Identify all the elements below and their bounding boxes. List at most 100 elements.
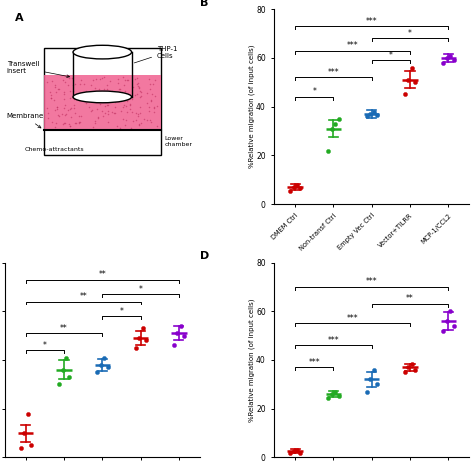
Point bbox=[114, 91, 121, 98]
Text: *: * bbox=[139, 285, 143, 294]
Point bbox=[125, 76, 132, 84]
Point bbox=[78, 76, 85, 84]
Point bbox=[69, 93, 76, 100]
Point bbox=[75, 113, 83, 120]
Point bbox=[335, 393, 343, 400]
Point bbox=[54, 103, 61, 110]
Point bbox=[92, 75, 100, 83]
Point bbox=[78, 97, 86, 104]
Point bbox=[96, 101, 103, 108]
Point bbox=[118, 88, 126, 95]
Point bbox=[100, 88, 107, 95]
Point bbox=[134, 110, 141, 117]
Point bbox=[71, 119, 79, 127]
Point bbox=[83, 97, 91, 105]
Point bbox=[146, 80, 154, 87]
Point bbox=[47, 94, 55, 102]
Point bbox=[68, 113, 75, 121]
Point bbox=[135, 334, 143, 342]
Bar bbox=[44, 48, 161, 155]
Point bbox=[181, 332, 188, 339]
Y-axis label: %Relative migration (of input cells): %Relative migration (of input cells) bbox=[248, 45, 255, 169]
Point bbox=[97, 361, 105, 369]
Point bbox=[128, 95, 136, 102]
Point bbox=[129, 117, 137, 125]
Point bbox=[119, 116, 127, 123]
Point bbox=[24, 410, 31, 417]
Text: ***: *** bbox=[366, 17, 377, 26]
Point bbox=[145, 103, 153, 111]
Point bbox=[54, 103, 61, 111]
Point bbox=[150, 103, 158, 110]
Point bbox=[135, 120, 143, 127]
Point bbox=[136, 87, 144, 95]
Point bbox=[297, 449, 304, 456]
Point bbox=[75, 119, 83, 127]
Point bbox=[135, 84, 143, 91]
Point bbox=[55, 112, 63, 119]
Point bbox=[126, 105, 133, 113]
Point bbox=[101, 109, 109, 117]
Point bbox=[134, 79, 142, 87]
Point bbox=[135, 85, 142, 92]
Point bbox=[293, 181, 301, 188]
Point bbox=[52, 88, 60, 95]
Point bbox=[66, 105, 74, 112]
Point bbox=[150, 108, 158, 116]
Point bbox=[439, 327, 447, 334]
Point bbox=[61, 90, 68, 97]
Point bbox=[117, 97, 125, 105]
Point bbox=[66, 94, 74, 102]
Point bbox=[136, 109, 143, 116]
Point bbox=[82, 87, 90, 94]
Point bbox=[286, 450, 294, 457]
Point bbox=[70, 96, 78, 103]
Point bbox=[104, 108, 111, 115]
Ellipse shape bbox=[73, 91, 132, 103]
Point bbox=[450, 57, 457, 64]
Point bbox=[328, 390, 336, 398]
Point bbox=[110, 95, 118, 102]
Point bbox=[53, 119, 60, 126]
Text: **: ** bbox=[99, 270, 106, 279]
Point bbox=[137, 89, 145, 96]
Point bbox=[100, 85, 108, 93]
Point bbox=[143, 89, 151, 97]
Point bbox=[89, 76, 97, 83]
Point bbox=[59, 120, 66, 128]
Point bbox=[46, 88, 54, 95]
Point bbox=[114, 75, 122, 83]
Point bbox=[108, 87, 115, 95]
Point bbox=[286, 187, 294, 195]
Point bbox=[66, 122, 74, 130]
Point bbox=[95, 97, 102, 104]
Point bbox=[94, 115, 102, 122]
Point bbox=[58, 110, 65, 118]
Point bbox=[89, 97, 97, 104]
Point bbox=[121, 76, 129, 84]
Text: *: * bbox=[389, 51, 393, 60]
Point bbox=[77, 113, 84, 120]
Point bbox=[370, 108, 377, 115]
Point bbox=[87, 95, 95, 103]
Point bbox=[126, 101, 134, 109]
Point bbox=[121, 90, 128, 97]
Point bbox=[62, 78, 69, 85]
Point bbox=[128, 124, 135, 132]
Point bbox=[100, 113, 107, 120]
Point bbox=[128, 108, 136, 116]
Point bbox=[152, 92, 159, 99]
Point bbox=[331, 120, 339, 128]
Point bbox=[93, 368, 101, 376]
Point bbox=[111, 88, 119, 96]
Ellipse shape bbox=[73, 45, 132, 59]
Point bbox=[122, 94, 129, 102]
Point bbox=[55, 381, 63, 388]
Point bbox=[135, 122, 143, 129]
Point bbox=[52, 81, 59, 88]
Point bbox=[114, 89, 122, 96]
Point bbox=[75, 118, 83, 125]
Point bbox=[101, 97, 109, 105]
Point bbox=[131, 91, 139, 99]
Point bbox=[450, 322, 457, 329]
